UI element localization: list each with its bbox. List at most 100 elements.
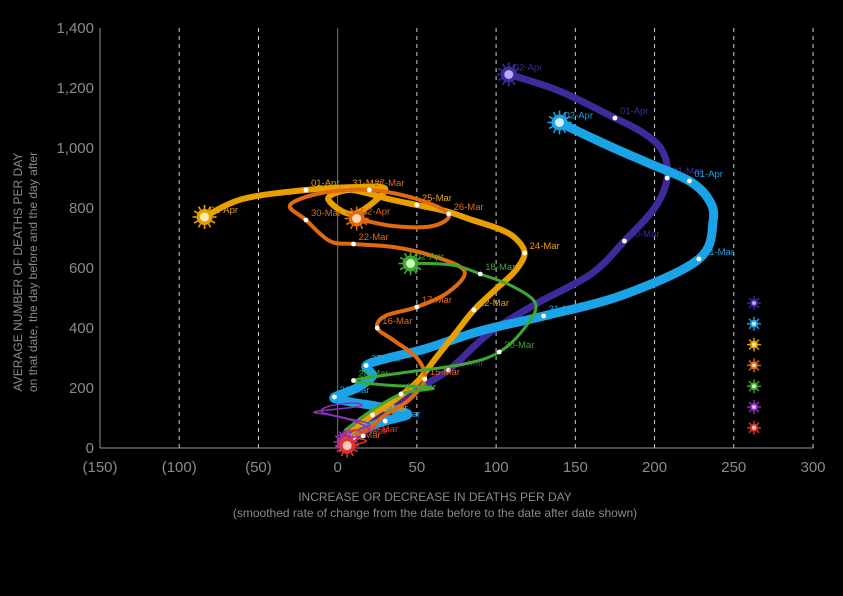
end-marker-spike: [349, 207, 354, 212]
date-label: 06-Mar: [359, 426, 389, 437]
end-marker-spike: [336, 438, 341, 443]
date-label: 01-Apr: [620, 106, 649, 117]
date-point: [612, 115, 618, 121]
date-label: 02-Apr: [210, 205, 239, 216]
end-marker-spike: [359, 225, 364, 230]
date-point: [414, 304, 420, 310]
end-marker-spike: [399, 266, 405, 271]
end-marker-spike: [497, 67, 503, 72]
end-marker-spike: [413, 252, 418, 257]
date-label: 25-Mar: [422, 193, 452, 204]
end-marker-spike: [548, 115, 553, 120]
x-tick-label: 150: [563, 459, 588, 476]
y-tick-label: 1,200: [56, 80, 94, 97]
date-label: 18-Mar: [390, 409, 420, 420]
end-marker-spike: [403, 252, 408, 257]
legend-marker-spike: [748, 430, 752, 434]
date-label: 31-Mar: [549, 304, 579, 315]
end-marker-spike: [338, 431, 343, 436]
date-label: 17-Mar: [422, 295, 452, 306]
date-point: [303, 187, 309, 193]
end-marker-spike: [211, 220, 216, 224]
end-marker-spike: [417, 256, 422, 261]
date-label: 30-Mar: [504, 340, 534, 351]
end-marker-spike: [353, 448, 358, 453]
end-marker-spike: [197, 223, 202, 228]
end-marker-spike: [403, 270, 408, 275]
end-marker-spike: [548, 125, 553, 130]
end-marker-spike: [350, 434, 354, 440]
legend-marker-spike: [756, 305, 760, 309]
x-tick-label: 250: [721, 459, 746, 476]
end-marker-spike: [562, 129, 567, 134]
end-marker-spike: [197, 206, 202, 211]
date-label: 22-Mar: [479, 298, 509, 309]
date-point: [687, 178, 692, 184]
end-marker-spike: [413, 270, 418, 275]
date-point: [351, 378, 356, 383]
y-tick-label: 0: [86, 440, 94, 457]
legend-marker-spike: [756, 339, 760, 343]
grid-lines: [99, 28, 814, 449]
series-layer: 25-Mar 30-Mar 31-Mar 01-Apr 02-Apr 18-Mar 21-M…: [201, 63, 734, 449]
legend-marker-spike: [756, 388, 760, 392]
date-point: [696, 256, 702, 262]
date-label: 26-Mar: [406, 382, 436, 393]
end-marker-spike: [207, 206, 212, 211]
date-label: 30-Mar: [311, 208, 341, 219]
x-tick-label: 100: [484, 459, 509, 476]
date-point: [414, 202, 420, 208]
y-axis-subtitle: on that date, the day before and the day…: [26, 152, 40, 392]
legend-marker-spike: [748, 388, 752, 392]
legend-marker-spike: [748, 339, 752, 343]
legend-marker-spike: [748, 367, 752, 371]
x-axis-ticks: (150) (100) (50) 0 50 100 150 200 250 300: [82, 459, 825, 476]
legend-marker-spike: [756, 430, 760, 434]
end-marker-spike: [336, 448, 341, 453]
legend-marker-spike: [748, 318, 752, 322]
date-point: [496, 349, 502, 355]
date-label: 12-Mar: [351, 430, 381, 441]
legend-marker-spike: [756, 409, 760, 413]
date-point: [471, 307, 477, 313]
end-marker-spike: [363, 211, 368, 216]
date-label: 31-Mar: [672, 166, 702, 177]
legend-marker-spike: [748, 422, 752, 426]
legend-marker-core: [752, 342, 756, 347]
legend-marker-core: [752, 301, 756, 305]
end-marker-spike: [497, 77, 503, 82]
date-label: 02-Apr: [362, 207, 391, 218]
date-point: [351, 241, 356, 247]
end-markers: [192, 62, 572, 458]
end-marker-spike: [363, 221, 368, 226]
y-tick-label: 800: [69, 200, 94, 217]
legend-marker-core: [752, 321, 756, 326]
date-label: 24-Mar: [530, 241, 560, 252]
legend-marker-spike: [748, 409, 752, 413]
date-label: 02-Apr: [416, 252, 445, 263]
date-point: [422, 376, 428, 382]
date-point: [622, 238, 627, 244]
series-line: [313, 402, 371, 449]
end-marker-core: [200, 212, 210, 222]
legend-marker-spike: [756, 367, 760, 371]
x-tick-label: 200: [642, 459, 667, 476]
legend-marker-core: [752, 405, 756, 409]
date-point: [303, 217, 309, 223]
date-point: [541, 313, 547, 319]
end-marker-spike: [566, 115, 571, 120]
date-point: [477, 271, 483, 277]
y-tick-label: 200: [69, 380, 94, 397]
date-label: 18-Mar: [485, 262, 515, 273]
end-marker-spike: [353, 438, 358, 443]
x-tick-label: (150): [82, 459, 117, 476]
legend-marker-spike: [756, 346, 760, 351]
end-marker-core: [342, 441, 352, 451]
date-label: 02-Apr: [564, 111, 593, 122]
end-marker-spike: [207, 223, 212, 228]
date-label: 21-Mar: [339, 385, 369, 396]
legend-marker-spike: [756, 359, 760, 364]
legend: [747, 296, 761, 435]
legend-marker-core: [752, 363, 756, 368]
end-marker-spike: [566, 125, 571, 130]
